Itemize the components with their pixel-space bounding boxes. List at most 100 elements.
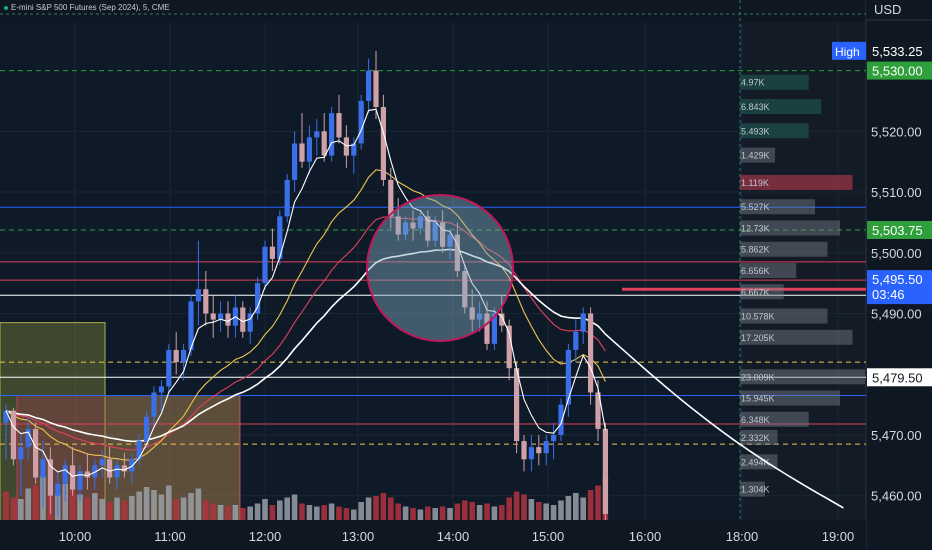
volume-bar — [365, 497, 372, 520]
volume-profile-bar — [740, 454, 778, 470]
candle — [469, 289, 475, 332]
candle-body — [514, 368, 520, 442]
green-level-box — [867, 61, 932, 80]
currency-label: USD — [874, 2, 901, 17]
volume-bar — [10, 497, 17, 520]
candle — [84, 453, 90, 490]
volume-profile-bar — [740, 430, 778, 446]
volume-profile-label: 2.494K — [741, 457, 770, 467]
volume-bar — [417, 509, 424, 520]
candle-body — [351, 143, 357, 156]
volume-profile-bar — [740, 123, 809, 139]
volume-bar — [536, 502, 542, 520]
x-tick-label: 10:00 — [59, 529, 92, 544]
candle — [10, 407, 16, 466]
volume-bar — [351, 509, 357, 520]
candle — [499, 295, 505, 332]
candle — [269, 228, 275, 271]
candle-body — [403, 222, 409, 235]
candle-body — [144, 416, 150, 442]
volume-bar — [225, 506, 231, 520]
volume-bar — [565, 496, 572, 520]
candle-body — [210, 313, 216, 320]
ema-slow-line — [5, 216, 606, 451]
candle-body — [240, 307, 246, 332]
candle-body — [299, 143, 305, 162]
candle — [225, 301, 231, 338]
candle — [3, 404, 9, 460]
candle — [358, 94, 364, 150]
candle-body — [573, 331, 579, 350]
y-tick-label: 5,520.00 — [871, 124, 922, 139]
candle-body — [262, 246, 268, 284]
candle — [521, 434, 527, 472]
candle — [299, 113, 305, 168]
x-tick-label: 19:00 — [822, 529, 855, 544]
y-tick-label: 5,500.00 — [871, 246, 922, 261]
volume-bar — [299, 503, 305, 520]
candle — [203, 271, 209, 326]
candle — [240, 301, 246, 338]
candle-body — [588, 313, 594, 393]
candle — [329, 107, 335, 162]
y-tick-label: 5,460.00 — [871, 489, 922, 504]
volume-bar — [195, 488, 202, 520]
candle-body — [25, 428, 31, 448]
candle — [129, 453, 135, 484]
current-price-box — [867, 270, 932, 305]
candle — [380, 94, 386, 186]
candle — [543, 434, 549, 466]
volume-bar — [380, 493, 387, 520]
candle — [114, 459, 120, 490]
candle-body — [580, 313, 586, 332]
candle — [440, 210, 446, 253]
volume-bar — [343, 508, 350, 520]
volume-profile-bar — [740, 329, 853, 345]
candle-body — [321, 131, 327, 156]
volume-bar — [550, 505, 557, 520]
candle — [284, 173, 290, 223]
candle-body — [10, 410, 16, 460]
candle — [565, 343, 571, 417]
candle-body — [329, 113, 335, 156]
candle — [491, 307, 497, 350]
volume-bar — [469, 502, 475, 520]
candle-body — [366, 70, 372, 101]
volume-bar — [513, 491, 520, 520]
candle-body — [565, 349, 571, 405]
volume-bar — [151, 490, 157, 520]
candle — [454, 222, 460, 278]
candle-body — [543, 441, 549, 454]
bar-countdown-label: 03:46 — [872, 287, 905, 302]
volume-bar — [521, 494, 527, 520]
candle — [395, 198, 401, 241]
volume-bar — [3, 491, 9, 520]
volume-profile-bar — [740, 263, 797, 278]
volume-bar — [439, 506, 446, 520]
highlight-circle[interactable] — [366, 193, 514, 342]
candle-body — [358, 100, 364, 144]
volume-profile-bar — [740, 369, 865, 385]
volume-bar — [447, 508, 453, 520]
volume-bar — [32, 485, 39, 520]
candle — [70, 447, 76, 496]
currency-box — [866, 0, 932, 20]
volume-profile-bar — [740, 390, 840, 406]
candle-body — [454, 234, 460, 271]
volume-bar — [432, 508, 438, 520]
x-tick-label: 11:00 — [154, 529, 186, 544]
candle-body — [121, 465, 127, 472]
candle — [343, 125, 349, 168]
symbol-title[interactable]: E-mini S&P 500 Futures (Sep 2024), 5, CM… — [4, 3, 170, 12]
volume-bar — [454, 503, 461, 520]
candle — [99, 450, 105, 478]
current-price-label: 5,495.50 — [872, 272, 923, 287]
candle — [181, 343, 187, 381]
candle-body — [181, 349, 187, 363]
volume-profile-label: 23.009K — [741, 372, 775, 382]
volume-bar — [321, 505, 327, 520]
candle-body — [70, 465, 76, 490]
volume-profile-bar — [740, 481, 765, 497]
candle-body — [469, 307, 475, 320]
